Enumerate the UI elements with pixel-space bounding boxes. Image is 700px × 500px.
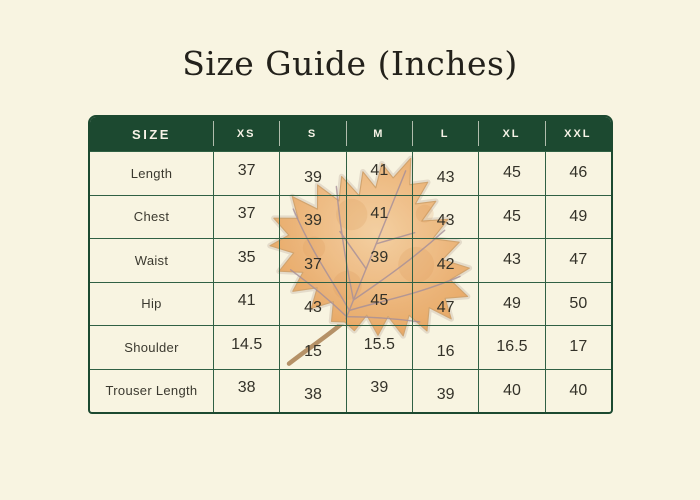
size-value-cell: 15 bbox=[279, 325, 346, 369]
size-value-cell: 40 bbox=[478, 368, 545, 412]
size-value-cell: 49 bbox=[544, 194, 611, 238]
size-value-cell: 49 bbox=[478, 281, 545, 325]
size-value-cell: 17 bbox=[544, 325, 611, 369]
size-value-cell: 43 bbox=[478, 238, 545, 282]
size-value-cell: 16.5 bbox=[478, 325, 545, 369]
column-header-xxl: XXL bbox=[544, 117, 611, 151]
size-value-cell: 37 bbox=[213, 151, 280, 195]
column-header-s: S bbox=[279, 117, 346, 151]
size-value-cell: 39 bbox=[411, 368, 479, 412]
size-value-cell: 47 bbox=[544, 238, 611, 282]
table-row: Length 37 39 41 43 45 46 bbox=[90, 151, 611, 195]
column-header-m: M bbox=[345, 117, 412, 151]
column-header-xl: XL bbox=[478, 117, 545, 151]
size-value-cell: 42 bbox=[411, 238, 479, 282]
size-value-cell: 45 bbox=[478, 151, 545, 195]
size-value-cell: 39 bbox=[345, 238, 412, 282]
size-value-cell: 38 bbox=[213, 368, 280, 412]
table-row: Chest 37 39 41 43 45 49 bbox=[90, 194, 611, 239]
row-label: Chest bbox=[90, 194, 213, 239]
row-label: Trouser Length bbox=[90, 368, 213, 413]
size-value-cell: 39 bbox=[279, 194, 346, 238]
size-value-cell: 50 bbox=[544, 281, 611, 325]
size-value-cell: 43 bbox=[411, 194, 479, 238]
table-row: Waist 35 37 39 42 43 47 bbox=[90, 238, 611, 282]
size-guide-table: SIZE XS S M L XL XXL Length 37 39 41 43 45 46 Chest 3… bbox=[90, 117, 611, 412]
size-value-cell: 16 bbox=[411, 325, 479, 369]
size-value-cell: 43 bbox=[279, 281, 346, 325]
column-header-size: SIZE bbox=[90, 117, 213, 151]
size-value-cell: 41 bbox=[213, 281, 280, 325]
size-value-cell: 40 bbox=[544, 368, 611, 412]
size-value-cell: 45 bbox=[478, 194, 545, 238]
size-table: SIZE XS S M L XL XXL Length 37 39 41 43 45 46 Chest 3… bbox=[88, 115, 613, 414]
size-value-cell: 37 bbox=[213, 194, 280, 238]
size-value-cell: 46 bbox=[544, 151, 611, 195]
row-label: Length bbox=[90, 151, 213, 195]
size-value-cell: 41 bbox=[345, 194, 412, 238]
page-title: Size Guide (Inches) bbox=[182, 44, 518, 83]
size-value-cell: 39 bbox=[279, 151, 346, 195]
size-value-cell: 39 bbox=[345, 368, 412, 412]
table-row: Trouser Length 38 38 39 39 40 40 bbox=[90, 368, 611, 413]
size-value-cell: 47 bbox=[411, 281, 479, 325]
column-header-xs: XS bbox=[213, 117, 280, 151]
size-value-cell: 43 bbox=[411, 151, 479, 195]
row-label: Hip bbox=[90, 281, 213, 326]
size-value-cell: 37 bbox=[279, 238, 346, 282]
size-value-cell: 41 bbox=[345, 151, 412, 195]
row-label: Waist bbox=[90, 238, 213, 282]
size-value-cell: 38 bbox=[279, 368, 346, 412]
table-row: Shoulder 14.5 15 15.5 16 16.5 17 bbox=[90, 325, 611, 369]
size-value-cell: 15.5 bbox=[345, 325, 412, 369]
size-value-cell: 35 bbox=[213, 238, 280, 282]
size-value-cell: 14.5 bbox=[213, 325, 280, 369]
size-value-cell: 45 bbox=[345, 281, 412, 325]
row-label: Shoulder bbox=[90, 325, 213, 369]
column-header-l: L bbox=[411, 117, 479, 151]
table-header-row: SIZE XS S M L XL XXL bbox=[90, 117, 611, 151]
table-row: Hip 41 43 45 47 49 50 bbox=[90, 281, 611, 326]
